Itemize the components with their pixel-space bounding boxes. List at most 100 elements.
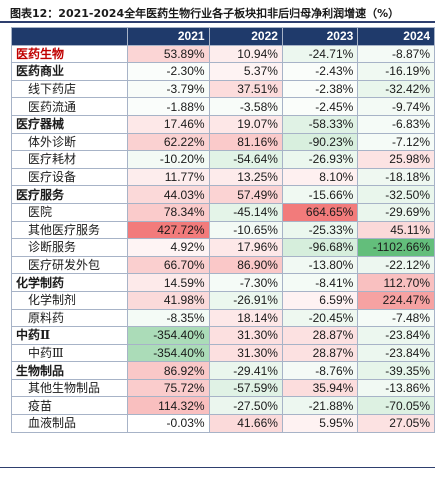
growth-cell-2023: -25.33% [281, 220, 359, 240]
sector-name: 其他医疗服务 [10, 220, 129, 240]
growth-cell-2021: 41.98% [127, 290, 210, 310]
growth-cell-2022: -57.59% [208, 378, 283, 398]
sector-name: 医疗器械 [10, 114, 129, 134]
growth-cell-2022: 5.37% [208, 62, 283, 81]
growth-cell-2023: -90.23% [281, 132, 359, 152]
growth-cell-2023: -15.66% [281, 185, 359, 204]
sector-name: 化学制剂 [10, 290, 129, 310]
header-sector [10, 27, 129, 46]
growth-cell-2021: 427.72% [127, 220, 210, 240]
sector-name: 诊断服务 [10, 238, 129, 257]
sector-name: 化学制药 [10, 273, 129, 292]
table-body: 医药生物 53.89% 10.94% -24.71% -8.87% 医药商业 -2.30% 5… [10, 44, 435, 433]
growth-cell-2022: 13.25% [208, 167, 283, 187]
table-row: 体外诊断 62.22% 81.16% -90.23% -7.12% [10, 132, 435, 152]
table-row: 医疗器械 17.46% 19.07% -58.33% -6.83% [10, 114, 435, 134]
table-row: 其他医疗服务 427.72% -10.65% -25.33% 45.11% [10, 220, 435, 240]
table-row: 血液制品 -0.03% 41.66% 5.95% 27.05% [10, 414, 435, 433]
growth-cell-2023: -8.41% [281, 273, 359, 292]
growth-cell-2022: 10.94% [208, 44, 283, 64]
table-row: 医药流通 -1.88% -3.58% -2.45% -9.74% [10, 97, 435, 116]
growth-cell-2024: -29.69% [357, 202, 435, 222]
growth-cell-2021: -1.88% [127, 97, 210, 116]
growth-cell-2021: -2.30% [127, 62, 210, 81]
figure-title: 图表12：2021-2024全年医药生物行业各子板块扣非后归母净利润增速（%） [10, 7, 400, 20]
growth-cell-2023: -2.43% [281, 62, 359, 81]
growth-cell-2024: -22.12% [357, 255, 435, 275]
growth-cell-2021: -354.40% [127, 343, 210, 363]
table-row: 疫苗 114.32% -27.50% -21.88% -70.05% [10, 396, 435, 416]
growth-cell-2021: 114.32% [127, 396, 210, 416]
growth-cell-2023: -26.93% [281, 150, 359, 169]
sector-name: 医药流通 [10, 97, 129, 116]
growth-cell-2023: -2.45% [281, 97, 359, 116]
growth-cell-2023: 5.95% [281, 414, 359, 433]
sector-name: 原料药 [10, 308, 129, 328]
growth-cell-2023: -96.68% [281, 238, 359, 257]
growth-cell-2021: 53.89% [127, 44, 210, 64]
growth-cell-2021: -10.20% [127, 150, 210, 169]
sector-name: 医疗耗材 [10, 150, 129, 169]
growth-cell-2023: 664.65% [281, 202, 359, 222]
growth-cell-2022: 86.90% [208, 255, 283, 275]
growth-cell-2024: -16.19% [357, 62, 435, 81]
growth-cell-2021: 86.92% [127, 361, 210, 380]
table-row: 化学制剂 41.98% -26.91% 6.59% 224.47% [10, 290, 435, 310]
growth-cell-2022: -45.14% [208, 202, 283, 222]
growth-cell-2022: 18.14% [208, 308, 283, 328]
sector-name: 生物制品 [10, 361, 129, 380]
growth-cell-2023: -2.38% [281, 79, 359, 99]
table-row: 线下药店 -3.79% 37.51% -2.38% -32.42% [10, 79, 435, 99]
sector-name: 中药Ⅲ [10, 343, 129, 363]
growth-cell-2023: 8.10% [281, 167, 359, 187]
growth-cell-2024: -1102.66% [357, 238, 435, 257]
growth-cell-2023: 28.87% [281, 343, 359, 363]
sector-name: 疫苗 [10, 396, 129, 416]
growth-cell-2024: 25.98% [357, 150, 435, 169]
growth-cell-2024: -32.50% [357, 185, 435, 204]
table-row: 医药生物 53.89% 10.94% -24.71% -8.87% [10, 44, 435, 64]
growth-table: 2021 2022 2023 2024 医药生物 53.89% 10.94% -24.… [10, 27, 435, 433]
growth-cell-2024: 112.70% [357, 273, 435, 292]
growth-cell-2023: -20.45% [281, 308, 359, 328]
growth-cell-2021: -8.35% [127, 308, 210, 328]
table-row: 医疗研发外包 66.70% 86.90% -13.80% -22.12% [10, 255, 435, 275]
growth-cell-2021: -0.03% [127, 414, 210, 433]
table-row: 中药Ⅱ -354.40% 31.30% 28.87% -23.84% [10, 326, 435, 345]
growth-cell-2021: -354.40% [127, 326, 210, 345]
growth-cell-2023: 35.94% [281, 378, 359, 398]
growth-cell-2024: -32.42% [357, 79, 435, 99]
table-row: 诊断服务 4.92% 17.96% -96.68% -1102.66% [10, 238, 435, 257]
sector-name: 中药Ⅱ [10, 326, 129, 345]
growth-cell-2024: -70.05% [357, 396, 435, 416]
growth-cell-2024: 45.11% [357, 220, 435, 240]
table-row: 医疗服务 44.03% 57.49% -15.66% -32.50% [10, 185, 435, 204]
table-row: 原料药 -8.35% 18.14% -20.45% -7.48% [10, 308, 435, 328]
growth-cell-2023: -8.76% [281, 361, 359, 380]
growth-cell-2022: -10.65% [208, 220, 283, 240]
table-row: 医疗耗材 -10.20% -54.64% -26.93% 25.98% [10, 150, 435, 169]
sector-name: 医药生物 [10, 44, 129, 64]
growth-cell-2023: -24.71% [281, 44, 359, 64]
growth-cell-2024: 27.05% [357, 414, 435, 433]
growth-cell-2022: -3.58% [208, 97, 283, 116]
growth-cell-2021: 75.72% [127, 378, 210, 398]
growth-cell-2021: -3.79% [127, 79, 210, 99]
sector-name: 体外诊断 [10, 132, 129, 152]
table-row: 医院 78.34% -45.14% 664.65% -29.69% [10, 202, 435, 222]
growth-cell-2024: -6.83% [357, 114, 435, 134]
growth-cell-2022: -27.50% [208, 396, 283, 416]
growth-cell-2021: 66.70% [127, 255, 210, 275]
table-row: 医疗设备 11.77% 13.25% 8.10% -18.18% [10, 167, 435, 187]
growth-cell-2023: -13.80% [281, 255, 359, 275]
bottom-rule [0, 467, 435, 468]
header-2024: 2024 [357, 27, 435, 46]
growth-cell-2022: 31.30% [208, 326, 283, 345]
growth-cell-2024: -7.48% [357, 308, 435, 328]
growth-cell-2024: -18.18% [357, 167, 435, 187]
table-row: 生物制品 86.92% -29.41% -8.76% -39.35% [10, 361, 435, 380]
growth-cell-2022: -54.64% [208, 150, 283, 169]
growth-cell-2022: 19.07% [208, 114, 283, 134]
table-row: 其他生物制品 75.72% -57.59% 35.94% -13.86% [10, 378, 435, 398]
growth-cell-2022: 57.49% [208, 185, 283, 204]
